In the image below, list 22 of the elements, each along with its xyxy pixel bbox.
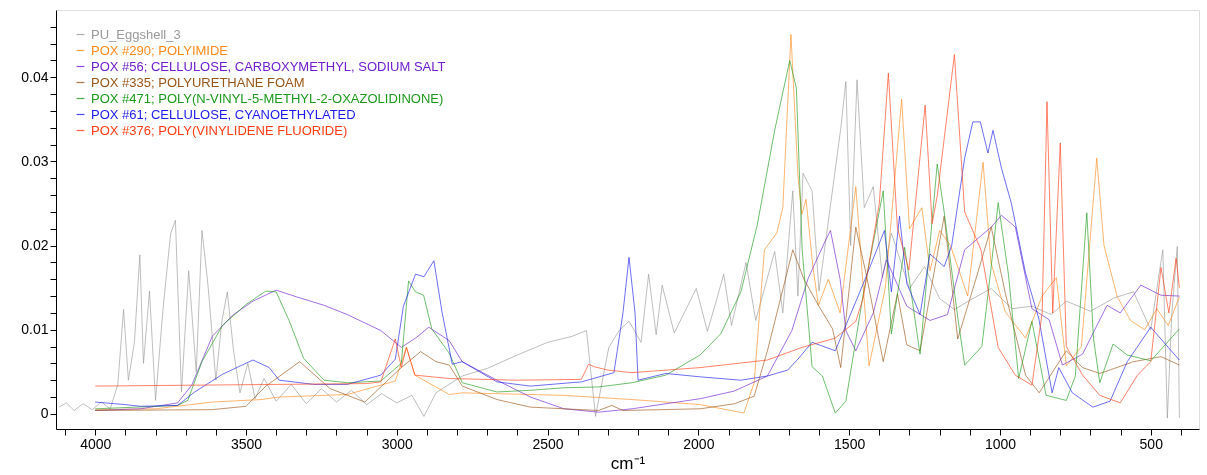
x-tick-label: 1000 <box>984 435 1017 452</box>
x-tick-label: 2500 <box>532 435 564 452</box>
legend-label: POX #471; POLY(N-VINYL-5-METHYL-2-OXAZOLIDINONE) <box>91 90 444 106</box>
x-axis-title: cm⁻¹ <box>610 453 646 473</box>
x-tick-label: 3000 <box>381 435 414 452</box>
line-series <box>94 121 1180 408</box>
y-tick-label: 0.01 <box>21 321 49 338</box>
legend-label: POX #56; CELLULOSE, CARBOXYMETHYL, SODIUM SALT <box>91 58 446 74</box>
legend-label: POX #335; POLYURETHANE FOAM <box>91 74 305 90</box>
x-tick-label: 2000 <box>683 435 715 452</box>
x-tick-label: 3500 <box>230 435 263 452</box>
y-tick-label: 0 <box>40 405 49 422</box>
legend-label: POX #61; CELLULOSE, CYANOETHYLATED <box>91 106 356 122</box>
y-tick-label: 0.03 <box>21 152 49 169</box>
x-tick-label: 1500 <box>834 435 866 452</box>
legend-label: POX #290; POLYIMIDE <box>91 42 229 58</box>
x-tick-label: 4000 <box>80 435 112 452</box>
legend-label: PU_Eggshell_3 <box>91 26 181 42</box>
legend-label: POX #376; POLY(VINYLIDENE FLUORIDE) <box>91 122 348 138</box>
y-tick-label: 0.02 <box>21 237 49 254</box>
x-tick-label: 500 <box>1139 435 1164 452</box>
y-tick-label: 0.04 <box>21 68 49 85</box>
